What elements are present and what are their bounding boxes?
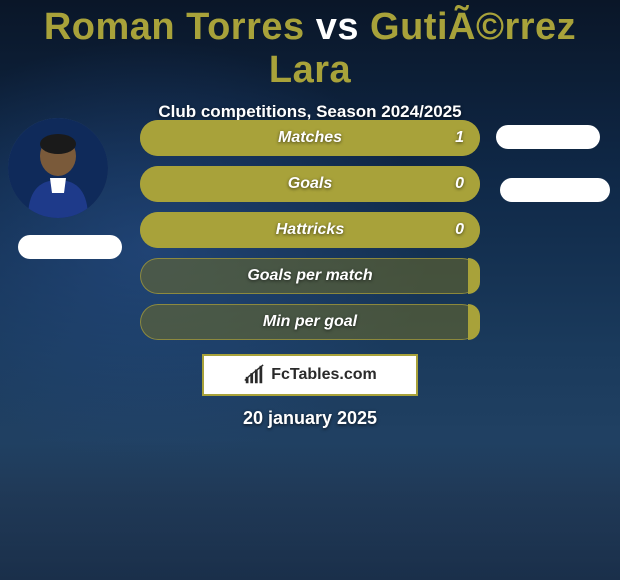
bar-value: 0	[455, 212, 464, 248]
bar-label: Goals	[140, 166, 480, 202]
bar-value: 1	[455, 120, 464, 156]
blank-pill-left	[18, 235, 122, 259]
avatar-icon	[8, 118, 108, 218]
bar-value: 0	[455, 166, 464, 202]
brand-box: FcTables.com	[202, 354, 418, 396]
page-title: Roman Torres vs GutiÃ©rrez Lara	[0, 0, 620, 92]
bar-label: Matches	[140, 120, 480, 156]
player1-name: Roman Torres	[44, 6, 305, 48]
player1-avatar	[8, 118, 108, 218]
stat-row-matches: Matches1	[140, 120, 480, 156]
stat-bars: Matches1Goals0Hattricks0Goals per matchM…	[140, 120, 480, 350]
vs-text: vs	[316, 6, 359, 48]
chart-icon	[243, 364, 265, 386]
brand-text: FcTables.com	[271, 366, 377, 384]
stat-row-hattricks: Hattricks0	[140, 212, 480, 248]
bar-label: Min per goal	[140, 304, 480, 340]
content-root: Roman Torres vs GutiÃ©rrez Lara Club com…	[0, 0, 620, 580]
blank-pill-right-1	[496, 125, 600, 149]
date-text: 20 january 2025	[0, 408, 620, 429]
stat-row-min-per-goal: Min per goal	[140, 304, 480, 340]
blank-pill-right-2	[500, 178, 610, 202]
stat-row-goals-per-match: Goals per match	[140, 258, 480, 294]
bar-label: Hattricks	[140, 212, 480, 248]
bar-label: Goals per match	[140, 258, 480, 294]
subtitle: Club competitions, Season 2024/2025	[0, 102, 620, 122]
stat-row-goals: Goals0	[140, 166, 480, 202]
